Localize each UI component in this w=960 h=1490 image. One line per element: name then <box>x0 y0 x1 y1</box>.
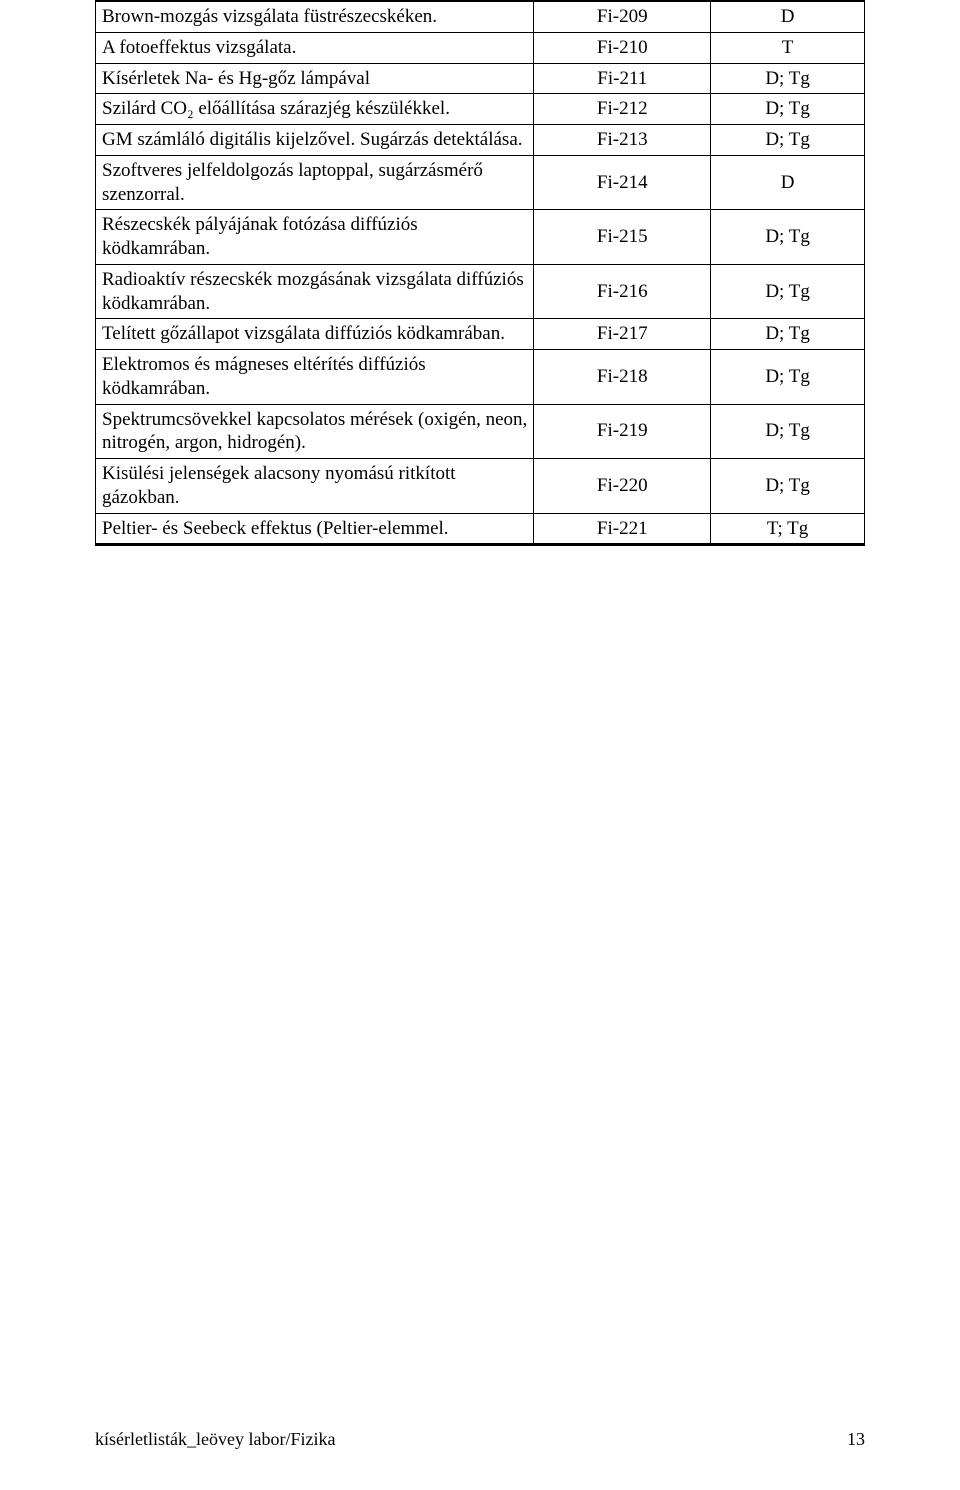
cell-description: Radioaktív részecskék mozgásának vizsgál… <box>96 264 534 319</box>
table-row: Szoftveres jelfeldolgozás laptoppal, sug… <box>96 155 865 210</box>
table-row: Peltier- és Seebeck effektus (Peltier-el… <box>96 513 865 545</box>
experiments-tbody: Brown-mozgás vizsgálata füstrészecskéken… <box>96 1 865 545</box>
cell-tag: D; Tg <box>711 319 865 350</box>
cell-code: Fi-219 <box>534 404 711 459</box>
cell-tag: D; Tg <box>711 63 865 94</box>
page-footer: kísérletlisták_leövey labor/Fizika 13 <box>95 1429 865 1450</box>
cell-code: Fi-216 <box>534 264 711 319</box>
table-row: Brown-mozgás vizsgálata füstrészecskéken… <box>96 1 865 32</box>
cell-tag: D; Tg <box>711 350 865 405</box>
cell-code: Fi-220 <box>534 459 711 514</box>
cell-tag: D; Tg <box>711 264 865 319</box>
cell-tag: T <box>711 32 865 63</box>
cell-tag: D; Tg <box>711 459 865 514</box>
cell-description: GM számláló digitális kijelzővel. Sugárz… <box>96 125 534 156</box>
cell-description: A fotoeffektus vizsgálata. <box>96 32 534 63</box>
cell-tag: D; Tg <box>711 210 865 265</box>
cell-code: Fi-212 <box>534 94 711 125</box>
table-row: A fotoeffektus vizsgálata.Fi-210T <box>96 32 865 63</box>
cell-description: Brown-mozgás vizsgálata füstrészecskéken… <box>96 1 534 32</box>
table-row: Radioaktív részecskék mozgásának vizsgál… <box>96 264 865 319</box>
cell-description: Szoftveres jelfeldolgozás laptoppal, sug… <box>96 155 534 210</box>
table-row: GM számláló digitális kijelzővel. Sugárz… <box>96 125 865 156</box>
cell-tag: D; Tg <box>711 404 865 459</box>
cell-code: Fi-221 <box>534 513 711 545</box>
cell-tag: T; Tg <box>711 513 865 545</box>
footer-page-number: 13 <box>847 1429 865 1450</box>
cell-description: Elektromos és mágneses eltérítés diffúzi… <box>96 350 534 405</box>
cell-code: Fi-209 <box>534 1 711 32</box>
cell-tag: D <box>711 155 865 210</box>
table-row: Telített gőzállapot vizsgálata diffúziós… <box>96 319 865 350</box>
table-row: Elektromos és mágneses eltérítés diffúzi… <box>96 350 865 405</box>
cell-tag: D; Tg <box>711 94 865 125</box>
cell-code: Fi-211 <box>534 63 711 94</box>
cell-description: Spektrumcsövekkel kapcsolatos mérések (o… <box>96 404 534 459</box>
table-row: Spektrumcsövekkel kapcsolatos mérések (o… <box>96 404 865 459</box>
cell-code: Fi-218 <box>534 350 711 405</box>
table-row: Kisülési jelenségek alacsony nyomású rit… <box>96 459 865 514</box>
cell-code: Fi-210 <box>534 32 711 63</box>
cell-code: Fi-214 <box>534 155 711 210</box>
experiments-table: Brown-mozgás vizsgálata füstrészecskéken… <box>95 0 865 546</box>
cell-tag: D <box>711 1 865 32</box>
footer-path: kísérletlisták_leövey labor/Fizika <box>95 1429 335 1450</box>
cell-description: Peltier- és Seebeck effektus (Peltier-el… <box>96 513 534 545</box>
cell-code: Fi-215 <box>534 210 711 265</box>
cell-code: Fi-213 <box>534 125 711 156</box>
page-content: Brown-mozgás vizsgálata füstrészecskéken… <box>0 0 960 546</box>
cell-description: Telített gőzállapot vizsgálata diffúziós… <box>96 319 534 350</box>
cell-code: Fi-217 <box>534 319 711 350</box>
table-row: Részecskék pályájának fotózása diffúziós… <box>96 210 865 265</box>
cell-tag: D; Tg <box>711 125 865 156</box>
cell-description: Kísérletek Na- és Hg-gőz lámpával <box>96 63 534 94</box>
cell-description: Szilárd CO₂ előállítása szárazjég készül… <box>96 94 534 125</box>
cell-description: Kisülési jelenségek alacsony nyomású rit… <box>96 459 534 514</box>
cell-description: Részecskék pályájának fotózása diffúziós… <box>96 210 534 265</box>
table-row: Kísérletek Na- és Hg-gőz lámpávalFi-211D… <box>96 63 865 94</box>
table-row: Szilárd CO₂ előállítása szárazjég készül… <box>96 94 865 125</box>
